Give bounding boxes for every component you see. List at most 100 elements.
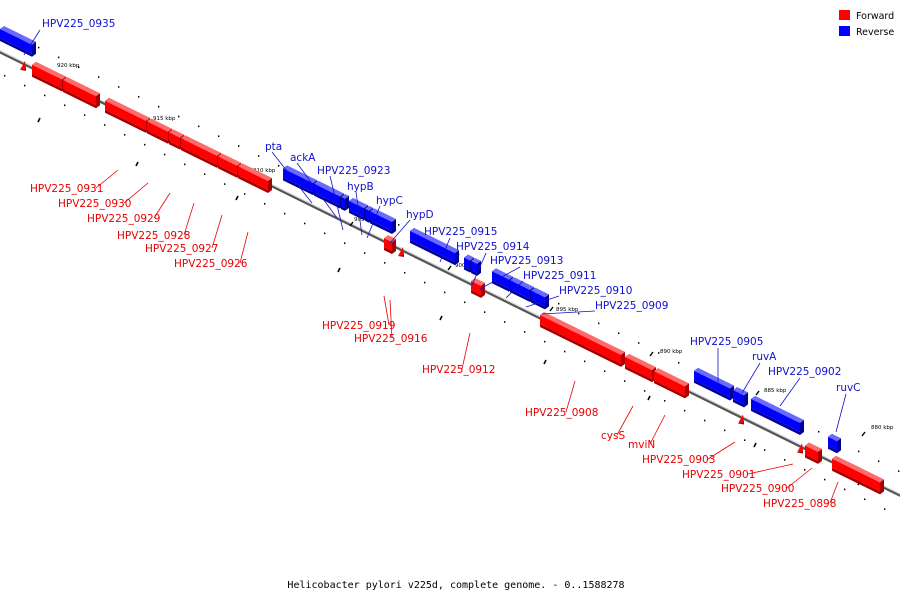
minor-tick-below bbox=[124, 134, 126, 136]
leader-line bbox=[707, 441, 736, 460]
gene-label-reverse: HPV225_0910 bbox=[559, 285, 632, 297]
leader-line bbox=[296, 162, 338, 219]
gene-label-reverse: HPV225_0911 bbox=[523, 270, 596, 282]
gene-label-forward: HPV225_0930 bbox=[58, 198, 131, 210]
major-tick-label: 885 kbp bbox=[764, 388, 787, 394]
gene-label-reverse: hypB bbox=[347, 181, 374, 193]
gene-label-reverse: HPV225_0902 bbox=[768, 366, 841, 378]
major-tick bbox=[861, 431, 866, 437]
leader-line bbox=[525, 295, 560, 308]
minor-tick-below bbox=[44, 94, 46, 97]
below-axis-mark bbox=[439, 315, 443, 321]
minor-tick-above bbox=[598, 322, 600, 325]
minor-tick-above bbox=[98, 76, 100, 78]
major-tick-label: 910 kbp bbox=[253, 168, 276, 174]
leader-line bbox=[461, 332, 471, 370]
gene-label-forward: HPV225_0912 bbox=[422, 364, 495, 376]
minor-tick-above bbox=[238, 145, 240, 147]
gene-ruvA bbox=[733, 387, 748, 408]
minor-tick-below bbox=[844, 488, 846, 491]
leader-line bbox=[23, 29, 41, 56]
minor-tick-below bbox=[344, 242, 346, 244]
minor-tick-below bbox=[784, 459, 786, 461]
gene-ruvC bbox=[828, 433, 841, 454]
minor-tick-below bbox=[764, 449, 766, 451]
major-tick-label: 895 kbp bbox=[556, 307, 579, 313]
leader-line bbox=[565, 380, 576, 413]
leader-line bbox=[239, 231, 249, 264]
major-tick-label: 920 kbp bbox=[57, 63, 80, 69]
gene-label-forward: HPV225_0898 bbox=[763, 498, 836, 510]
minor-tick-below bbox=[824, 478, 826, 481]
leader-line bbox=[271, 151, 313, 204]
minor-tick-below bbox=[4, 74, 6, 77]
gene-HPV225_0913 bbox=[471, 257, 481, 276]
minor-tick-above bbox=[858, 450, 860, 453]
gene-HPV225_0901 bbox=[797, 443, 803, 454]
minor-tick-below bbox=[84, 114, 86, 116]
minor-tick-below bbox=[804, 468, 806, 471]
minor-tick-below bbox=[644, 390, 646, 392]
minor-tick-below bbox=[524, 331, 526, 333]
legend-forward-label: Forward bbox=[856, 11, 894, 22]
gene-mviN bbox=[654, 368, 689, 399]
minor-tick-above bbox=[818, 430, 820, 433]
minor-tick-below bbox=[284, 212, 286, 215]
gene-label-forward: HPV225_0919 bbox=[322, 320, 395, 332]
minor-tick-below bbox=[104, 124, 106, 126]
minor-tick-above bbox=[678, 361, 680, 364]
gene-label-forward: HPV225_0926 bbox=[174, 258, 248, 270]
gene-features bbox=[0, 26, 884, 495]
gene-HPV225_0928 bbox=[181, 135, 221, 168]
minor-tick-above bbox=[78, 66, 80, 69]
major-tick bbox=[649, 351, 654, 357]
gene-label-forward: HPV225_0916 bbox=[354, 333, 428, 345]
gene-HPV225_0900 bbox=[805, 442, 822, 464]
minor-tick-below bbox=[444, 291, 446, 294]
gene-HPV225_0898 bbox=[832, 455, 884, 495]
major-tick-label: 880 kbp bbox=[871, 425, 894, 431]
gene-label-forward: HPV225_0927 bbox=[145, 243, 218, 255]
major-tick bbox=[755, 390, 760, 396]
leader-line bbox=[389, 219, 411, 244]
minor-tick-below bbox=[884, 508, 886, 510]
minor-tick-below bbox=[704, 419, 706, 422]
gene-HPV225_0935 bbox=[0, 26, 36, 57]
gene-label-forward: cysS bbox=[601, 430, 625, 442]
minor-tick-above bbox=[198, 125, 200, 128]
major-tick-label: 890 kbp bbox=[660, 349, 683, 355]
below-axis-mark bbox=[337, 267, 341, 273]
leader-line bbox=[355, 191, 363, 236]
legend-reverse-label: Reverse bbox=[856, 27, 894, 38]
gene-HPV225_0919 bbox=[384, 235, 396, 255]
gene-label-forward: mviN bbox=[628, 439, 655, 451]
gene-HPV225_0909 bbox=[531, 287, 549, 310]
minor-tick-above bbox=[38, 46, 40, 49]
gene-label-forward: HPV225_0929 bbox=[87, 213, 160, 225]
minor-tick-below bbox=[484, 311, 486, 313]
leader-line bbox=[153, 192, 171, 219]
leader-line bbox=[329, 175, 344, 231]
minor-tick-above bbox=[618, 332, 620, 335]
gene-label-reverse: HPV225_0913 bbox=[490, 255, 563, 267]
minor-tick-below bbox=[364, 252, 366, 254]
minor-tick-below bbox=[544, 340, 546, 343]
minor-tick-below bbox=[584, 360, 586, 363]
below-axis-mark bbox=[135, 161, 139, 167]
minor-tick-above bbox=[218, 135, 220, 138]
legend-reverse-swatch bbox=[839, 26, 850, 36]
leader-line bbox=[786, 467, 813, 489]
minor-tick-below bbox=[684, 409, 686, 412]
minor-tick-below bbox=[244, 193, 246, 195]
minor-tick-below bbox=[164, 153, 166, 156]
gene-label-reverse: hypC bbox=[376, 195, 403, 207]
minor-tick-above bbox=[658, 352, 660, 354]
leader-line bbox=[366, 205, 381, 239]
gene-label-reverse: HPV225_0923 bbox=[317, 165, 390, 177]
leader-line bbox=[541, 310, 596, 315]
gene-HPV225_0916 bbox=[398, 247, 404, 258]
minor-tick-above bbox=[178, 115, 180, 118]
minor-tick-below bbox=[24, 84, 26, 87]
